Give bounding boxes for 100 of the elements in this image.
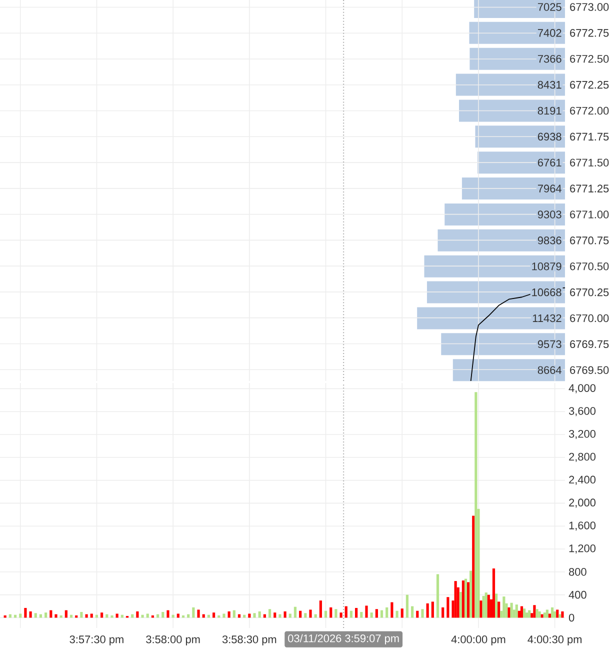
bar: [498, 602, 500, 618]
bar: [510, 602, 513, 618]
bar: [406, 594, 409, 618]
bar: [462, 580, 464, 618]
bar: [386, 607, 388, 618]
bar: [494, 594, 498, 618]
data-label: 9303: [538, 210, 562, 218]
bar: [482, 596, 485, 618]
bar: [536, 609, 538, 618]
bar: [508, 607, 510, 618]
y-tick-label: 3,600: [568, 407, 596, 416]
bar: [344, 606, 348, 618]
bar: [274, 612, 276, 618]
bar: [258, 611, 261, 618]
y-tick-label: 6770.00: [570, 314, 609, 322]
y-tick-label: 6771.75: [570, 132, 609, 141]
bar: [136, 611, 139, 618]
bar: [162, 612, 164, 618]
bar: [34, 613, 37, 618]
data-label: 7402: [538, 29, 562, 37]
bar: [365, 606, 368, 618]
data-label: 7366: [538, 55, 562, 63]
bar: [421, 609, 424, 618]
y-tick-label: 400: [568, 590, 586, 599]
bar: [390, 602, 394, 618]
x-tick-label: 3:58:00 pm: [146, 636, 200, 646]
bar: [197, 610, 200, 618]
bar: [520, 606, 524, 618]
bar: [90, 614, 93, 618]
x-tick-label: 4:00:30 pm: [528, 636, 582, 646]
bar: [288, 614, 292, 618]
bar: [466, 582, 470, 618]
bar: [464, 578, 468, 618]
x-tick-label: 3:58:30 pm: [222, 636, 276, 646]
bar: [484, 592, 488, 618]
bar: [44, 612, 48, 618]
bar: [411, 606, 414, 618]
y-tick-label: 6770.50: [570, 262, 609, 270]
bar: [80, 612, 83, 618]
data-label: 11432: [532, 314, 562, 322]
bar: [248, 614, 251, 618]
y-tick-label: 800: [568, 568, 586, 576]
bar: [19, 614, 22, 618]
bar: [176, 614, 180, 618]
bar: [294, 606, 297, 618]
data-label: 8664: [538, 366, 562, 374]
bar: [444, 203, 565, 226]
y-tick-label: 6772.75: [570, 29, 609, 37]
bar: [472, 516, 475, 618]
bar: [417, 307, 565, 330]
bar: [330, 607, 332, 618]
x-tick-label: 3:57:30 pm: [70, 636, 124, 646]
data-label: 8191: [538, 106, 562, 115]
bar: [222, 614, 226, 618]
bar: [299, 610, 302, 618]
y-tick-label: 2,400: [569, 476, 596, 485]
bar: [470, 570, 472, 618]
bar: [253, 613, 256, 618]
bar: [110, 615, 114, 618]
bar: [166, 610, 170, 618]
bar: [375, 609, 378, 618]
y-tick-label: 6771.00: [570, 210, 609, 218]
bar: [340, 612, 342, 618]
ref-line-label: 03/11/2026 3:59:07 pm: [288, 634, 399, 644]
bar: [480, 600, 482, 618]
bar: [146, 614, 149, 618]
y-tick-label: 6772.00: [570, 106, 609, 115]
data-label: 10879: [532, 262, 562, 270]
bar: [319, 600, 322, 618]
bar: [141, 614, 144, 618]
bar: [24, 608, 27, 618]
bar: [304, 613, 307, 618]
bar: [556, 610, 559, 618]
bar: [442, 607, 444, 618]
bar: [334, 609, 338, 618]
bar: [232, 610, 236, 618]
bar: [100, 612, 104, 618]
bar: [554, 611, 556, 618]
y-tick-label: 6769.50: [570, 366, 609, 374]
bar: [492, 568, 496, 618]
bar: [212, 612, 216, 618]
bar: [487, 594, 490, 618]
y-tick-label: 4,000: [568, 384, 596, 394]
y-tick-label: 0: [568, 614, 574, 622]
bar: [360, 612, 363, 618]
y-tick-label: 2,800: [569, 452, 596, 462]
bar: [502, 596, 506, 618]
y-tick-label: 6772.25: [570, 80, 609, 89]
bar: [380, 610, 384, 618]
bar: [400, 608, 404, 618]
bar: [192, 607, 195, 618]
bar: [268, 609, 272, 618]
bar: [396, 610, 398, 618]
bar: [548, 614, 552, 618]
data-label: 6938: [538, 132, 562, 141]
data-label: 9836: [538, 236, 562, 244]
data-label: 6761: [538, 158, 562, 166]
bar: [228, 611, 230, 618]
y-tick-label: 3,200: [568, 430, 596, 440]
bar: [50, 610, 52, 618]
